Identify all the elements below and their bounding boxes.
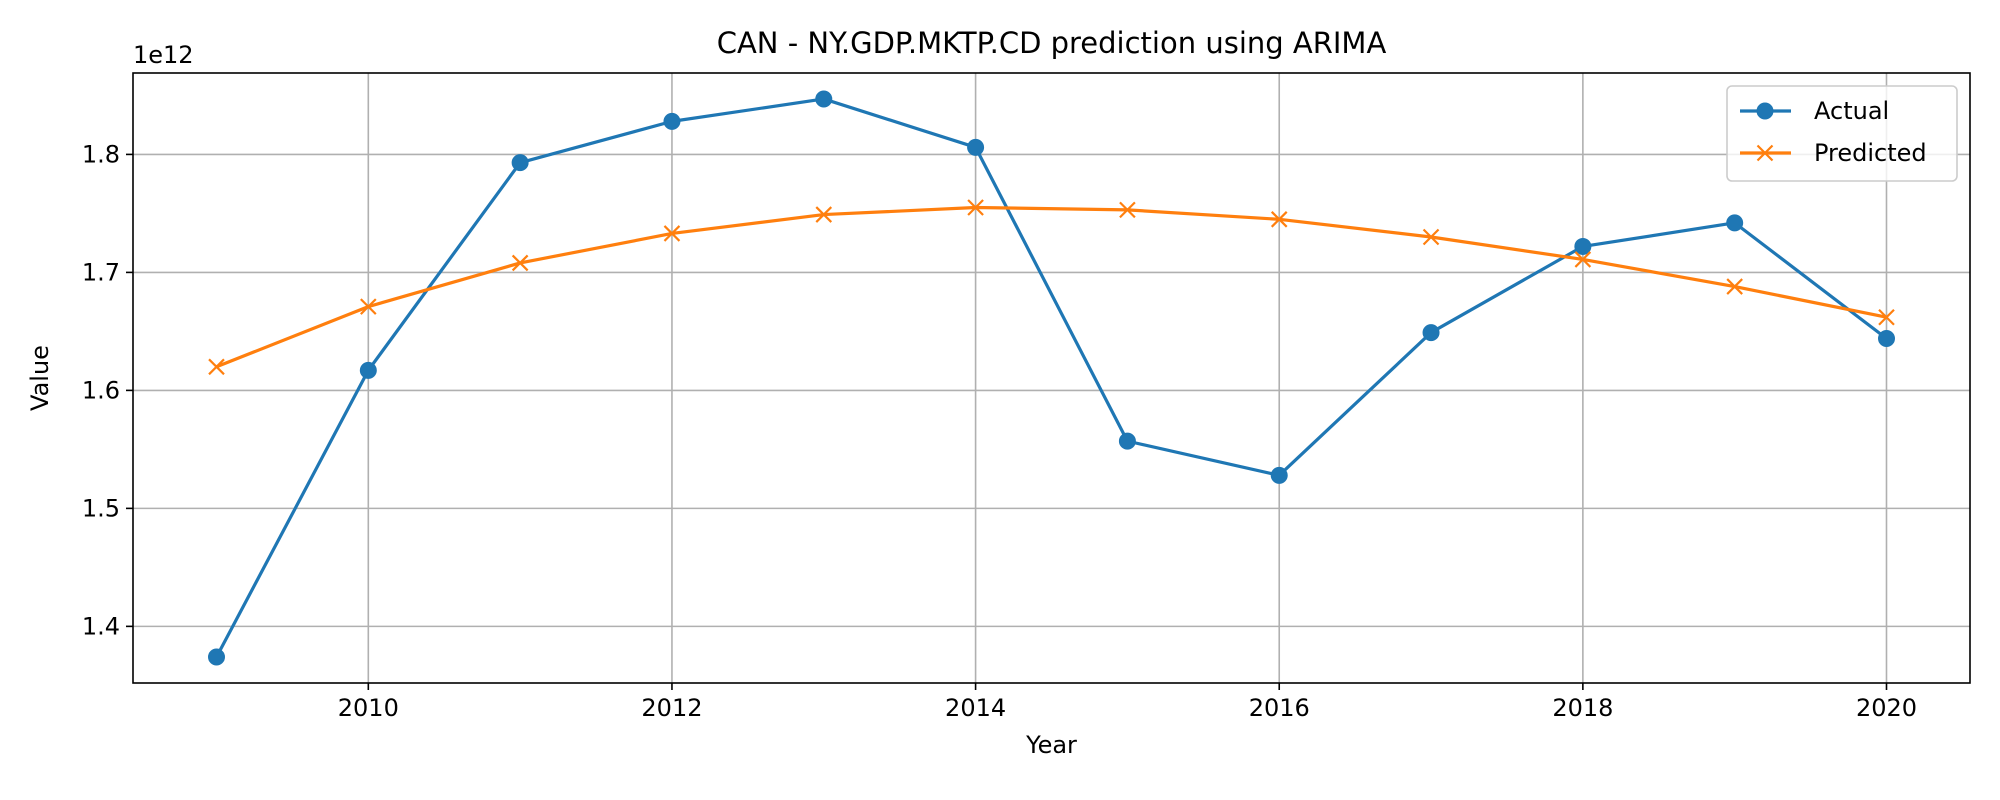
legend-label: Predicted <box>1814 139 1927 167</box>
plot-series <box>208 90 1895 666</box>
predicted-point <box>1574 251 1592 268</box>
x-axis-label: Year <box>1025 731 1077 759</box>
grid <box>133 73 1970 683</box>
actual-point <box>663 112 681 130</box>
actual-point <box>359 361 377 379</box>
predicted-point <box>1270 211 1288 228</box>
actual-point <box>1726 214 1744 232</box>
actual-point <box>1270 466 1288 484</box>
x-tick-label: 2018 <box>1552 694 1613 722</box>
predicted-point <box>815 206 833 223</box>
y-tick-label: 1.4 <box>82 612 120 640</box>
legend-item-actual: Actual <box>1740 97 1889 125</box>
x-tick-label: 2016 <box>1249 694 1310 722</box>
predicted-point <box>1422 228 1440 246</box>
legend-marker <box>1756 102 1774 120</box>
actual-point <box>1422 324 1440 342</box>
legend-marker <box>1756 144 1774 162</box>
legend: Actual Predicted <box>1726 85 1958 182</box>
y-tick-label: 1.8 <box>82 140 120 168</box>
y-tick-label: 1.6 <box>82 376 120 404</box>
legend-item-predicted: Predicted <box>1740 139 1927 167</box>
predicted-point <box>1726 278 1743 295</box>
predicted-point <box>663 225 681 242</box>
y-tick-label: 1.7 <box>82 258 120 286</box>
chart-title: CAN - NY.GDP.MKTP.CD prediction using AR… <box>717 26 1387 60</box>
actual-point <box>1574 237 1592 255</box>
predicted-point <box>511 254 529 272</box>
axis-ticks: 2010 2012 2014 2016 2018 2020 1.4 1.5 1.6 1.7 1.8 <box>82 140 1917 722</box>
actual-point <box>815 90 833 108</box>
y-axis-label: Value <box>26 345 54 411</box>
predicted-point <box>967 199 984 216</box>
y-axis-offset-label: 1e12 <box>133 41 194 69</box>
actual-line <box>215 97 1888 658</box>
legend-label: Actual <box>1814 97 1889 125</box>
actual-point <box>1878 329 1895 347</box>
predicted-point <box>360 298 377 315</box>
x-tick-label: 2020 <box>1856 694 1917 722</box>
x-tick-label: 2012 <box>641 694 702 722</box>
actual-point <box>967 138 985 156</box>
actual-point <box>511 154 529 172</box>
actual-point <box>1118 432 1136 450</box>
actual-point <box>208 648 225 666</box>
predicted-point <box>1878 308 1895 326</box>
series-actual <box>208 90 1895 666</box>
x-tick-label: 2014 <box>945 694 1006 722</box>
x-tick-label: 2010 <box>338 694 399 722</box>
plot-frame <box>132 72 1971 684</box>
predicted-line <box>215 205 1887 369</box>
series-predicted <box>208 199 1895 376</box>
predicted-point <box>1119 201 1136 219</box>
predicted-point <box>208 358 225 376</box>
y-tick-label: 1.5 <box>82 494 120 522</box>
